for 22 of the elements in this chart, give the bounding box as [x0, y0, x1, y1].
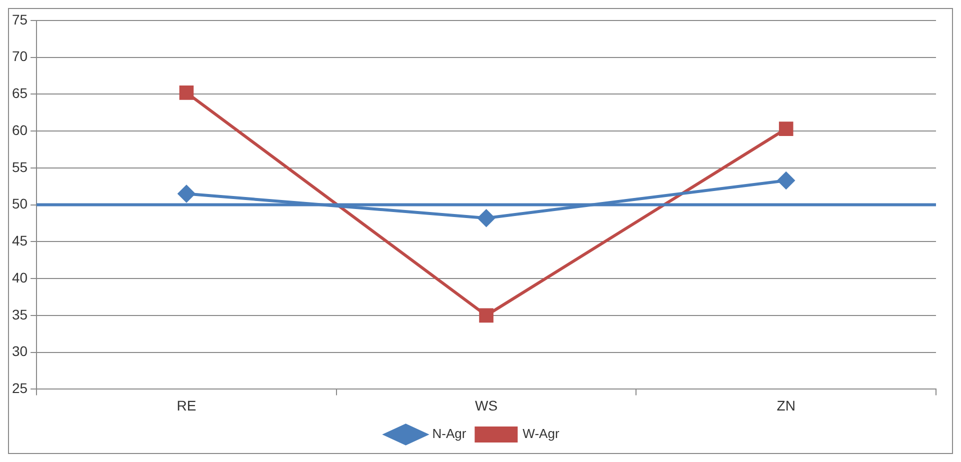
point: [179, 86, 194, 100]
x-tick-label: ZN: [776, 397, 796, 414]
x-tick-label: RE: [176, 397, 196, 414]
point: [178, 185, 195, 202]
y-tick-label: 45: [12, 232, 28, 249]
y-tick-label: 60: [12, 122, 28, 138]
point: [479, 308, 494, 323]
y-tick-label: 55: [12, 158, 28, 175]
y-tick-label: 50: [12, 196, 28, 212]
legend-label: W-Agr: [522, 426, 560, 442]
y-tick-label: 30: [12, 343, 28, 360]
point: [778, 122, 794, 136]
point: [478, 210, 495, 227]
y-tick-label: 70: [12, 48, 28, 64]
x-tick-label: WS: [475, 397, 498, 414]
y-tick-label: 65: [12, 85, 28, 102]
y-tick-label: 25: [12, 380, 28, 396]
y-tick-label: 40: [12, 269, 28, 286]
legend-label: N-Agr: [432, 426, 467, 442]
y-tick-label: 75: [12, 11, 28, 28]
point: [778, 172, 795, 189]
y-tick-label: 35: [12, 306, 28, 322]
